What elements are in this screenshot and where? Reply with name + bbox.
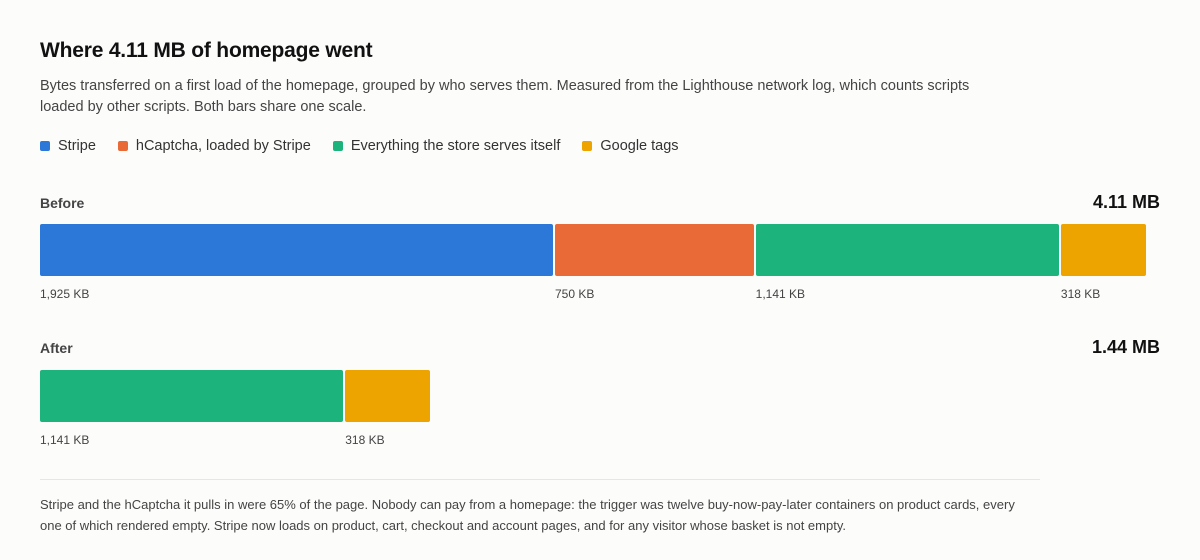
before-row-label: Before	[40, 195, 85, 211]
bar-segment-everything-the-store-serves-itself	[40, 370, 344, 422]
legend-label-google: Google tags	[600, 138, 679, 154]
bar-segment-google-tags	[345, 370, 431, 422]
legend-swatch-store	[332, 141, 343, 151]
segment-value-label: 318 KB	[345, 433, 385, 447]
segment-value-label: 1,141 KB	[40, 433, 90, 447]
after-row-label: After	[40, 340, 73, 356]
legend-item-google: Google tags	[582, 138, 679, 154]
after-bar: 1,141 KB 318 KB	[40, 370, 1160, 447]
bar-segment-stripe	[40, 224, 553, 276]
segment-value-label: 750 KB	[555, 287, 595, 301]
before-total: 4.11 MB	[1092, 192, 1160, 212]
before-bar: 1,925 KB 750 KB 1,141 KB 318 KB	[40, 224, 1160, 301]
footnote: Stripe and the hCaptcha it pulls in were…	[40, 497, 1015, 533]
segment-value-label: 1,141 KB	[755, 287, 806, 301]
bar-segment-hcaptcha	[555, 224, 754, 276]
legend-item-stripe: Stripe	[40, 138, 96, 154]
segment-value-label: 318 KB	[1060, 287, 1101, 301]
bar-segment-google-tags	[1060, 224, 1146, 276]
bar-segment-everything-the-store-serves-itself	[755, 224, 1059, 276]
legend-swatch-hcaptcha	[117, 141, 128, 151]
legend-label-hcaptcha: hCaptcha, loaded by Stripe	[135, 138, 311, 154]
legend-label-store: Everything the store serves itself	[350, 138, 561, 154]
legend: Stripe hCaptcha, loaded by Stripe Everyt…	[40, 138, 679, 154]
after-total: 1.44 MB	[1091, 337, 1160, 357]
legend-item-store: Everything the store serves itself	[332, 138, 561, 154]
legend-swatch-google	[582, 141, 593, 151]
divider	[40, 479, 1040, 480]
legend-swatch-stripe	[40, 141, 50, 151]
chart-title: Where 4.11 MB of homepage went	[40, 39, 373, 62]
segment-value-label: 1,925 KB	[40, 287, 90, 301]
chart-figure: Where 4.11 MB of homepage went Bytes tra…	[40, 0, 1160, 560]
chart-subtitle: Bytes transferred on a first load of the…	[40, 78, 970, 115]
legend-item-hcaptcha: hCaptcha, loaded by Stripe	[117, 138, 311, 154]
legend-label-stripe: Stripe	[58, 138, 96, 154]
